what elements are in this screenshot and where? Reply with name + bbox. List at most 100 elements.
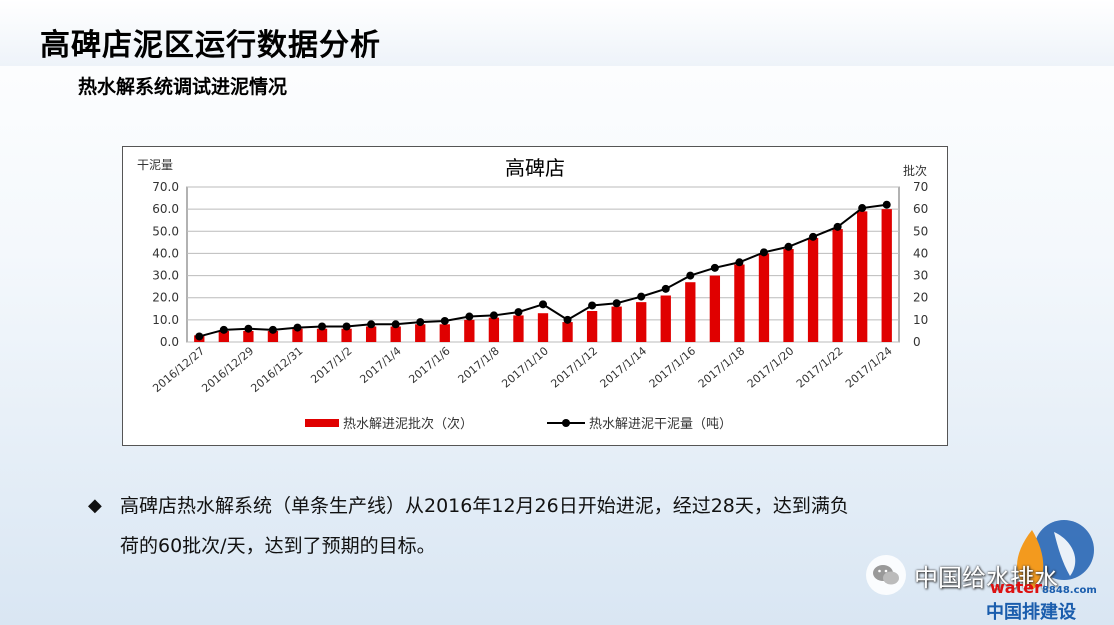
x-tick-label: 2017/1/2: [308, 344, 354, 386]
watermark-text: 中国给水排水: [914, 563, 1058, 592]
dry-sludge-point: [514, 308, 523, 317]
left-tick-label: 50.0: [152, 224, 179, 238]
batch-bar: [562, 322, 573, 342]
dry-sludge-point: [637, 292, 646, 301]
chart-title: 高碑店: [505, 156, 565, 180]
batch-bar: [513, 315, 524, 342]
x-tick-label: 2016/12/27: [150, 344, 207, 395]
dry-sludge-point: [219, 325, 228, 334]
batch-bar: [218, 330, 229, 342]
x-tick-label: 2016/12/29: [199, 344, 256, 395]
batch-bar: [807, 237, 819, 342]
x-tick-label: 2017/1/10: [499, 344, 551, 390]
dry-sludge-point: [563, 315, 572, 324]
dry-sludge-point: [735, 258, 744, 267]
logo-word-red: water: [990, 578, 1042, 597]
dry-sludge-point: [588, 301, 597, 310]
dry-sludge-point: [539, 300, 547, 309]
legend-line-marker: [562, 419, 570, 427]
x-tick-label: 2017/1/16: [647, 344, 699, 390]
batch-bar: [758, 253, 770, 342]
legend-bar-label: 热水解进泥批次（次）: [343, 416, 473, 432]
dry-sludge-point: [342, 322, 351, 331]
left-tick-label: 30.0: [152, 269, 179, 283]
right-tick-label: 70: [913, 180, 928, 194]
right-tick-label: 60: [913, 202, 928, 216]
dry-sludge-point: [489, 311, 498, 320]
right-tick-label: 30: [913, 269, 928, 283]
logo-word-blue: 8848.com: [1041, 585, 1097, 596]
batch-bar: [488, 317, 500, 342]
legend-line-label: 热水解进泥干泥量（吨）: [589, 417, 732, 432]
left-tick-label: 60.0: [152, 202, 179, 216]
dry-sludge-point: [784, 242, 793, 251]
dry-sludge-point: [440, 316, 449, 325]
dry-sludge-point: [809, 232, 818, 241]
batch-bar: [660, 295, 671, 342]
chart-container: 0.0 10.0 20.0 30.0 40.0 50.0 60.0 70.0 0 10 20 30 40…: [122, 146, 948, 446]
left-tick-label: 0.0: [160, 335, 179, 349]
dry-sludge-point: [293, 323, 302, 332]
dry-sludge-point: [416, 318, 425, 327]
batch-bar: [857, 211, 868, 342]
x-tick-label: 2017/1/22: [794, 344, 846, 390]
summary-text: 高碑店热水解系统（单条生产线）从2016年12月26日开始进泥，经过28天，达到…: [120, 486, 980, 566]
x-tick-label: 2017/1/12: [548, 344, 600, 390]
batch-bar: [316, 328, 328, 342]
x-tick-label: 2017/1/18: [696, 344, 748, 390]
left-tick-label: 10.0: [152, 313, 179, 327]
batch-bar: [537, 313, 549, 342]
batch-bar: [586, 311, 598, 342]
batch-bar: [685, 282, 696, 342]
left-tick-label: 20.0: [152, 291, 179, 305]
x-tick-label: 2017/1/8: [456, 344, 502, 386]
x-tick-label: 2017/1/24: [843, 344, 895, 390]
wechat-watermark: 中国给水排水: [866, 555, 1058, 595]
right-tick-label: 10: [913, 313, 928, 327]
left-tick-label: 70.0: [152, 180, 179, 194]
dry-sludge-point: [759, 248, 768, 257]
chart-legend: 热水解进泥批次（次） 热水解进泥干泥量（吨）: [305, 416, 732, 432]
batch-bar: [439, 324, 450, 342]
right-tick-label: 40: [913, 246, 928, 260]
batch-bar: [709, 275, 721, 342]
water-drop-logo-icon: [1017, 520, 1094, 590]
dry-sludge-point: [833, 222, 842, 231]
slide-subtitle: 热水解系统调试进泥情况: [78, 76, 288, 98]
dry-sludge-point: [391, 320, 400, 329]
summary-line-1: 高碑店热水解系统（单条生产线）从2016年12月26日开始进泥，经过28天，达到…: [120, 495, 849, 517]
batch-bar: [464, 319, 475, 342]
batch-bar: [292, 328, 303, 342]
wechat-icon: [866, 555, 906, 595]
left-tick-label: 40.0: [152, 246, 179, 260]
dry-sludge-point: [858, 204, 867, 213]
right-tick-label: 20: [913, 291, 928, 305]
batch-bar: [415, 324, 426, 342]
legend-bar-swatch: [305, 419, 339, 427]
left-axis-label: 干泥量: [137, 158, 173, 172]
right-axis-label: 批次: [903, 163, 927, 178]
dry-sludge-point: [661, 284, 670, 293]
dry-sludge-point: [268, 325, 277, 334]
dry-sludge-point: [612, 299, 621, 308]
batch-bar: [341, 328, 352, 342]
header-bar: [0, 0, 1114, 66]
diamond-bullet-icon: ◆: [88, 495, 102, 516]
dry-sludge-point: [367, 320, 376, 329]
dry-sludge-point: [244, 324, 253, 333]
batch-bar: [832, 229, 843, 342]
logo-wordmark: water8848.com: [990, 578, 1097, 597]
batch-bar: [734, 264, 745, 342]
batch-bar: [243, 330, 254, 342]
right-tick-label: 50: [913, 224, 928, 238]
batch-bar: [611, 306, 622, 342]
x-tick-label: 2017/1/6: [407, 344, 453, 386]
dry-sludge-point: [882, 200, 891, 209]
batch-bar: [783, 249, 794, 342]
x-tick-label: 2017/1/4: [357, 344, 403, 386]
batch-bar: [881, 209, 892, 342]
right-tick-label: 0: [913, 335, 921, 349]
x-tick-label: 2017/1/20: [745, 344, 797, 390]
dry-sludge-point: [465, 312, 474, 321]
dry-sludge-point: [195, 332, 204, 341]
